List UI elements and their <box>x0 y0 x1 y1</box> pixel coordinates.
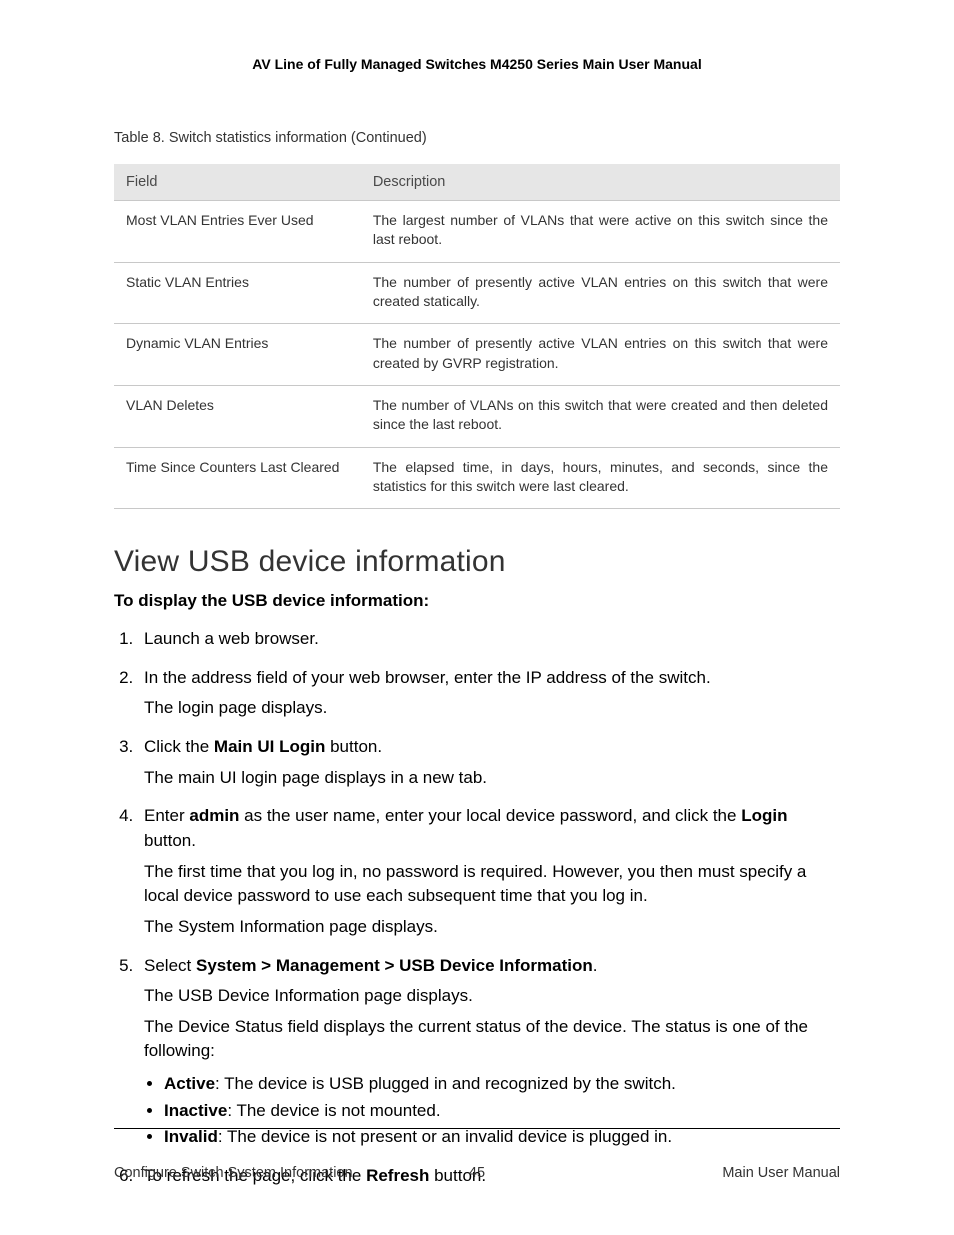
table-row: Dynamic VLAN Entries The number of prese… <box>114 324 840 386</box>
table-row: VLAN Deletes The number of VLANs on this… <box>114 385 840 447</box>
footer-page-number: 45 <box>361 1165 593 1181</box>
cell-desc: The number of VLANs on this switch that … <box>361 385 840 447</box>
cell-desc: The largest number of VLANs that were ac… <box>361 201 840 263</box>
step-sub: The Device Status field displays the cur… <box>144 1015 840 1064</box>
running-header: AV Line of Fully Managed Switches M4250 … <box>114 56 840 72</box>
step-2: In the address field of your web browser… <box>138 666 840 721</box>
step-text-bold: System > Management > USB Device Informa… <box>196 956 593 975</box>
table-row: Most VLAN Entries Ever Used The largest … <box>114 201 840 263</box>
cell-desc: The elapsed time, in days, hours, minute… <box>361 447 840 509</box>
cell-field: Time Since Counters Last Cleared <box>114 447 361 509</box>
cell-desc: The number of presently active VLAN entr… <box>361 262 840 324</box>
footer-rule <box>114 1128 840 1129</box>
bullet-bold: Active <box>164 1074 215 1093</box>
column-header-field: Field <box>114 164 361 201</box>
step-text-bold: Main UI Login <box>214 737 325 756</box>
bullet-invalid: Invalid: The device is not present or an… <box>164 1125 840 1150</box>
bullet-bold: Inactive <box>164 1101 227 1120</box>
column-header-description: Description <box>361 164 840 201</box>
table-caption: Table 8. Switch statistics information (… <box>114 130 840 146</box>
bullet-text: : The device is not present or an invali… <box>218 1127 672 1146</box>
table-row: Static VLAN Entries The number of presen… <box>114 262 840 324</box>
bullet-active: Active: The device is USB plugged in and… <box>164 1072 840 1097</box>
step-text: Launch a web browser. <box>144 629 319 648</box>
cell-field: Dynamic VLAN Entries <box>114 324 361 386</box>
cell-desc: The number of presently active VLAN entr… <box>361 324 840 386</box>
steps-list: Launch a web browser. In the address fie… <box>114 627 840 1189</box>
document-page: AV Line of Fully Managed Switches M4250 … <box>0 0 954 1235</box>
cell-field: VLAN Deletes <box>114 385 361 447</box>
status-bullets: Active: The device is USB plugged in and… <box>144 1072 840 1150</box>
step-text-post: . <box>593 956 598 975</box>
step-text-bold: Login <box>741 806 787 825</box>
table-header-row: Field Description <box>114 164 840 201</box>
page-footer: Configure Switch System Information 45 M… <box>114 1165 840 1181</box>
step-sub: The login page displays. <box>144 696 840 721</box>
step-text-bold: admin <box>189 806 239 825</box>
bullet-inactive: Inactive: The device is not mounted. <box>164 1099 840 1124</box>
step-sub: The main UI login page displays in a new… <box>144 766 840 791</box>
step-text-mid: as the user name, enter your local devic… <box>239 806 741 825</box>
step-3: Click the Main UI Login button. The main… <box>138 735 840 790</box>
section-intro: To display the USB device information: <box>114 591 840 611</box>
step-sub: The System Information page displays. <box>144 915 840 940</box>
step-1: Launch a web browser. <box>138 627 840 652</box>
section-heading: View USB device information <box>114 545 840 579</box>
footer-right: Main User Manual <box>593 1165 840 1181</box>
step-4: Enter admin as the user name, enter your… <box>138 804 840 939</box>
step-sub: The first time that you log in, no passw… <box>144 860 840 909</box>
step-text-post: button. <box>144 831 196 850</box>
footer-left: Configure Switch System Information <box>114 1165 361 1181</box>
table-row: Time Since Counters Last Cleared The ela… <box>114 447 840 509</box>
bullet-text: : The device is USB plugged in and recog… <box>215 1074 676 1093</box>
step-text-pre: Select <box>144 956 196 975</box>
step-text-pre: Click the <box>144 737 214 756</box>
bullet-text: : The device is not mounted. <box>227 1101 440 1120</box>
step-text: In the address field of your web browser… <box>144 668 711 687</box>
step-5: Select System > Management > USB Device … <box>138 954 840 1150</box>
bullet-bold: Invalid <box>164 1127 218 1146</box>
cell-field: Most VLAN Entries Ever Used <box>114 201 361 263</box>
step-sub: The USB Device Information page displays… <box>144 984 840 1009</box>
cell-field: Static VLAN Entries <box>114 262 361 324</box>
statistics-table: Field Description Most VLAN Entries Ever… <box>114 164 840 509</box>
step-text-post: button. <box>325 737 382 756</box>
step-text-pre: Enter <box>144 806 189 825</box>
